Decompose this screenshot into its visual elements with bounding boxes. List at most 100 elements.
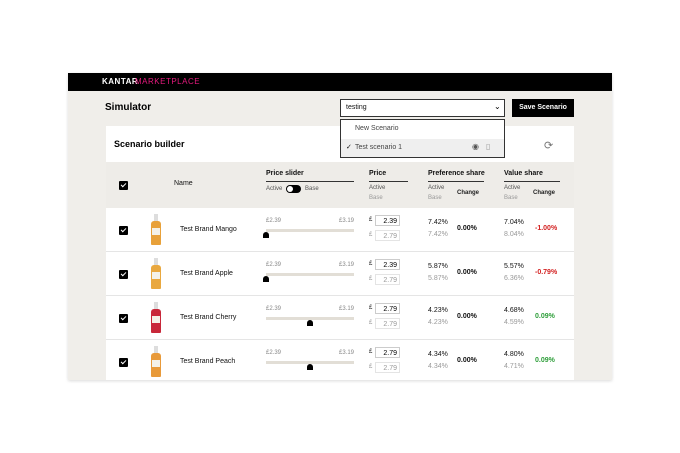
pref-change: 0.00% <box>457 313 477 320</box>
product-bottle <box>151 346 161 377</box>
row-checkbox[interactable] <box>119 270 128 279</box>
view-icon[interactable]: ◉ <box>472 142 479 151</box>
value-change: 0.09% <box>535 313 555 320</box>
product-name: Test Brand Cherry <box>180 314 237 321</box>
select-all-checkbox[interactable] <box>119 181 128 190</box>
price-base-input: 2.79 <box>375 318 400 329</box>
table-header: Name Price slider Active Base Price Active Bas… <box>106 162 574 208</box>
price-base-label: Base <box>369 195 383 201</box>
bottle-label <box>152 360 160 367</box>
pref-active-label: Active <box>428 185 445 191</box>
price-active-label: Active <box>369 185 386 191</box>
value-active: 5.57% <box>504 263 524 270</box>
delete-icon[interactable]: ▯ <box>486 142 491 151</box>
slider-max: £3.19 <box>338 306 354 312</box>
col-name: Name <box>174 180 193 187</box>
value-base: 4.59% <box>504 319 524 326</box>
price-base-input: 2.79 <box>375 230 400 241</box>
pref-change: 0.00% <box>457 225 477 232</box>
slider-active-label: Active <box>266 186 283 192</box>
slider-track <box>266 317 354 320</box>
mode-toggle[interactable] <box>286 185 301 193</box>
slider-track <box>266 229 354 232</box>
table-row: Test Brand Apple £2.39 £3.19 £2.39 £2.79 5.87… <box>106 252 574 296</box>
currency: £ <box>369 276 373 282</box>
col-price-slider: Price slider <box>266 170 304 177</box>
currency: £ <box>369 349 373 355</box>
product-name: Test Brand Mango <box>180 226 237 233</box>
pref-active: 4.23% <box>428 307 448 314</box>
header-rule <box>266 181 354 182</box>
price-active-input[interactable]: 2.39 <box>375 215 400 226</box>
pref-active: 4.34% <box>428 351 448 358</box>
product-bottle <box>151 302 161 333</box>
slider-handle[interactable] <box>307 320 313 326</box>
brand: KANTAR <box>102 77 139 86</box>
table-row: Test Brand Mango £2.39 £3.19 £2.39 £2.79 7.42… <box>106 208 574 252</box>
slider-min: £2.39 <box>266 262 282 268</box>
save-button[interactable]: Save Scenario <box>512 99 574 117</box>
refresh-icon[interactable]: ⟳ <box>544 140 554 152</box>
value-change: 0.09% <box>535 357 555 364</box>
pref-base: 4.23% <box>428 319 448 326</box>
pref-change: 0.00% <box>457 269 477 276</box>
currency: £ <box>369 320 373 326</box>
row-checkbox[interactable] <box>119 226 128 235</box>
slider-handle[interactable] <box>307 364 313 370</box>
value-change: -0.79% <box>535 269 558 276</box>
currency: £ <box>369 305 373 311</box>
menu-item[interactable]: New Scenario <box>355 125 399 132</box>
value-change-label: Change <box>533 190 556 196</box>
scenario-card: Scenario builder ⟳ Name Price slider Active B… <box>106 126 574 380</box>
bottle-neck <box>154 214 158 221</box>
product-bottle <box>151 214 161 245</box>
menu-item-label: Test scenario 1 <box>355 144 403 151</box>
bottle-neck <box>154 346 158 353</box>
row-checkbox[interactable] <box>119 314 128 323</box>
page-title: Simulator <box>105 102 152 113</box>
slider-max: £3.19 <box>338 262 354 268</box>
price-active-input[interactable]: 2.79 <box>375 303 400 314</box>
menu-item-selected[interactable]: ✓ Test scenario 1 ◉ ▯ <box>341 139 504 157</box>
slider-base-label: Base <box>305 186 319 192</box>
value-active-label: Active <box>504 185 521 191</box>
currency: £ <box>369 261 373 267</box>
slider-min: £2.39 <box>266 218 282 224</box>
pref-change-label: Change <box>457 190 480 196</box>
price-base-input: 2.79 <box>375 274 400 285</box>
select-caret: ⌄ <box>494 102 501 111</box>
col-value: Value share <box>504 170 543 177</box>
value-change: -1.00% <box>535 225 558 232</box>
slider-max: £3.19 <box>338 218 354 224</box>
slider-handle[interactable] <box>263 276 269 282</box>
product-name: Test Brand Peach <box>180 358 236 365</box>
card-title: Scenario builder <box>114 139 185 149</box>
pref-base: 7.42% <box>428 231 448 238</box>
slider-track <box>266 273 354 276</box>
price-active-input[interactable]: 2.79 <box>375 347 400 358</box>
row-checkbox[interactable] <box>119 358 128 367</box>
scenario-select[interactable]: testing ⌄ <box>340 99 505 117</box>
price-active-input[interactable]: 2.39 <box>375 259 400 270</box>
value-base: 4.71% <box>504 363 524 370</box>
table-row: Test Brand Cherry £2.39 £3.19 £2.79 £2.79 4.2… <box>106 296 574 340</box>
slider-min: £2.39 <box>266 306 282 312</box>
currency: £ <box>369 232 373 238</box>
col-price: Price <box>369 170 387 177</box>
bottle-neck <box>154 258 158 265</box>
brand-accent: MARKETPLACE <box>135 77 201 86</box>
slider-track <box>266 361 354 364</box>
scenario-menu: New Scenario ✓ Test scenario 1 ◉ ▯ <box>340 119 505 158</box>
pref-base: 5.87% <box>428 275 448 282</box>
pref-change: 0.00% <box>457 357 477 364</box>
bottle-label <box>152 272 160 279</box>
pref-active: 5.87% <box>428 263 448 270</box>
slider-handle[interactable] <box>263 232 269 238</box>
bottle-neck <box>154 302 158 309</box>
pref-active: 7.42% <box>428 219 448 226</box>
toggle-knob <box>287 186 293 192</box>
bottle-label <box>152 316 160 323</box>
app-window: KANTAR MARKETPLACE Simulator testing ⌄ Save S… <box>68 73 612 380</box>
header-rule <box>369 181 408 182</box>
